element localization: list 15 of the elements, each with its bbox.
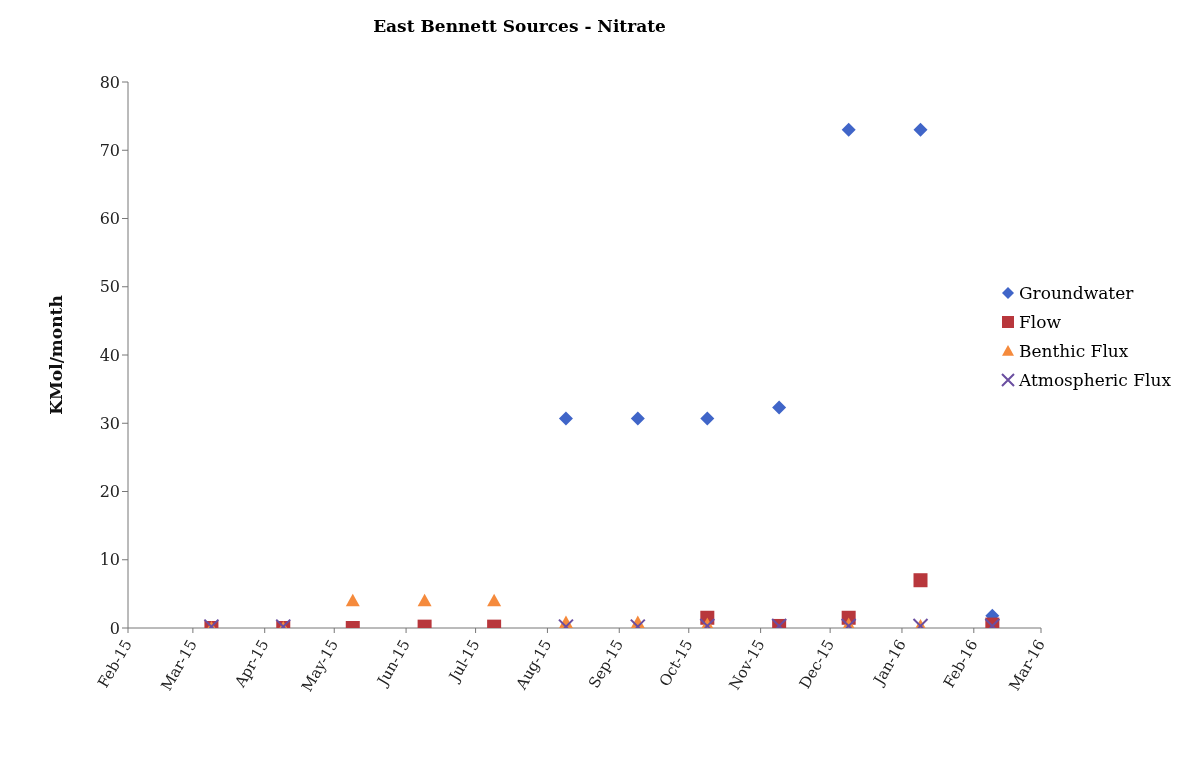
legend-label: Atmospheric Flux [1018,369,1171,390]
legend-label: Benthic Flux [1018,340,1129,361]
y-tick-label: 10 [99,550,120,570]
y-tick-label: 0 [109,618,120,638]
legend-label: Flow [1018,311,1061,332]
y-tick-label: 80 [99,72,120,92]
y-tick-label: 40 [99,345,120,365]
y-axis-title: KMol/month [46,295,67,415]
legend-label: Groundwater [1018,282,1134,303]
y-tick-label: 30 [99,413,120,433]
y-tick-label: 70 [99,140,120,160]
chart-title: East Bennett Sources - Nitrate [372,16,667,36]
y-tick-label: 60 [99,209,120,229]
y-tick-label: 50 [99,277,120,297]
y-tick-label: 20 [99,482,120,502]
